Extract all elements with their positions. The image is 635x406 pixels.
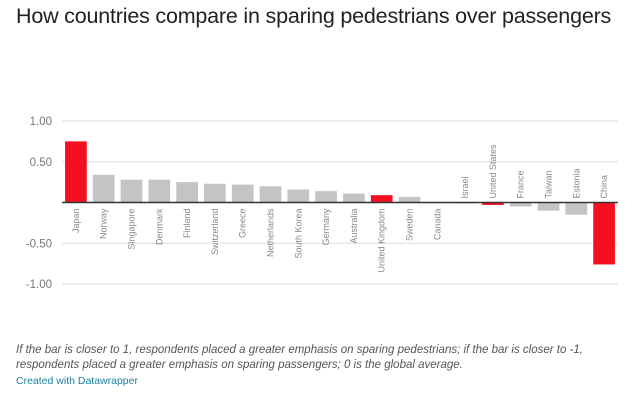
y-tick-label: 1.00	[30, 116, 52, 128]
x-tick-label: Taiwan	[544, 170, 554, 198]
x-tick-label: United States	[488, 144, 498, 199]
x-tick-label: Singapore	[127, 209, 137, 250]
bar	[176, 182, 198, 203]
bar	[92, 174, 115, 203]
bar	[148, 179, 171, 203]
x-tick-label: Israel	[460, 176, 470, 198]
bar	[370, 195, 393, 203]
x-tick-label: China	[599, 175, 609, 199]
x-axis-labels: Japan Norway Singapore Denmark Finland Switze…	[71, 144, 609, 273]
bar	[315, 191, 337, 203]
x-tick-label: France	[516, 170, 526, 198]
bar	[398, 196, 421, 203]
x-tick-label: Norway	[99, 208, 109, 239]
x-tick-label: Germany	[321, 208, 331, 246]
x-tick-label: United Kingdom	[377, 209, 387, 273]
x-tick-label: Denmark	[154, 208, 164, 245]
bar	[565, 202, 588, 215]
x-tick-label: Canada	[432, 209, 442, 241]
bar	[231, 184, 254, 203]
y-axis-ticks: 1.00 0.50 -0.50 -1.00	[26, 116, 52, 291]
bar	[343, 193, 365, 203]
y-tick-label: -0.50	[26, 238, 52, 250]
bar	[204, 183, 226, 203]
bar-chart: 1.00 0.50 -0.50 -1.00 Japan Norway Singapore D…	[26, 116, 618, 291]
x-tick-label: Switzerland	[210, 209, 220, 256]
x-tick-label: Sweden	[405, 209, 415, 242]
x-tick-label: Netherlands	[266, 208, 276, 257]
chart-notes: If the bar is closer to 1, respondents p…	[16, 344, 583, 371]
bar	[482, 202, 504, 205]
bar	[120, 179, 143, 203]
x-tick-label: Japan	[71, 209, 81, 234]
x-tick-label: Estonia	[571, 168, 581, 198]
x-tick-label: Australia	[349, 209, 359, 244]
gridlines	[62, 120, 618, 285]
y-tick-label: -1.00	[26, 279, 52, 291]
y-tick-label: 0.50	[30, 157, 52, 169]
datawrapper-credit-link[interactable]: Created with Datawrapper	[16, 375, 138, 387]
bar	[509, 202, 532, 207]
bars	[65, 141, 615, 265]
chart-title: How countries compare in sparing pedestr…	[16, 4, 612, 28]
bar	[65, 141, 87, 203]
bar	[537, 202, 560, 211]
bar	[593, 202, 615, 265]
x-tick-label: South Korea	[293, 209, 303, 259]
bar	[259, 186, 282, 203]
x-tick-label: Finland	[182, 209, 192, 239]
bar	[287, 189, 310, 203]
x-tick-label: Greece	[238, 209, 248, 239]
